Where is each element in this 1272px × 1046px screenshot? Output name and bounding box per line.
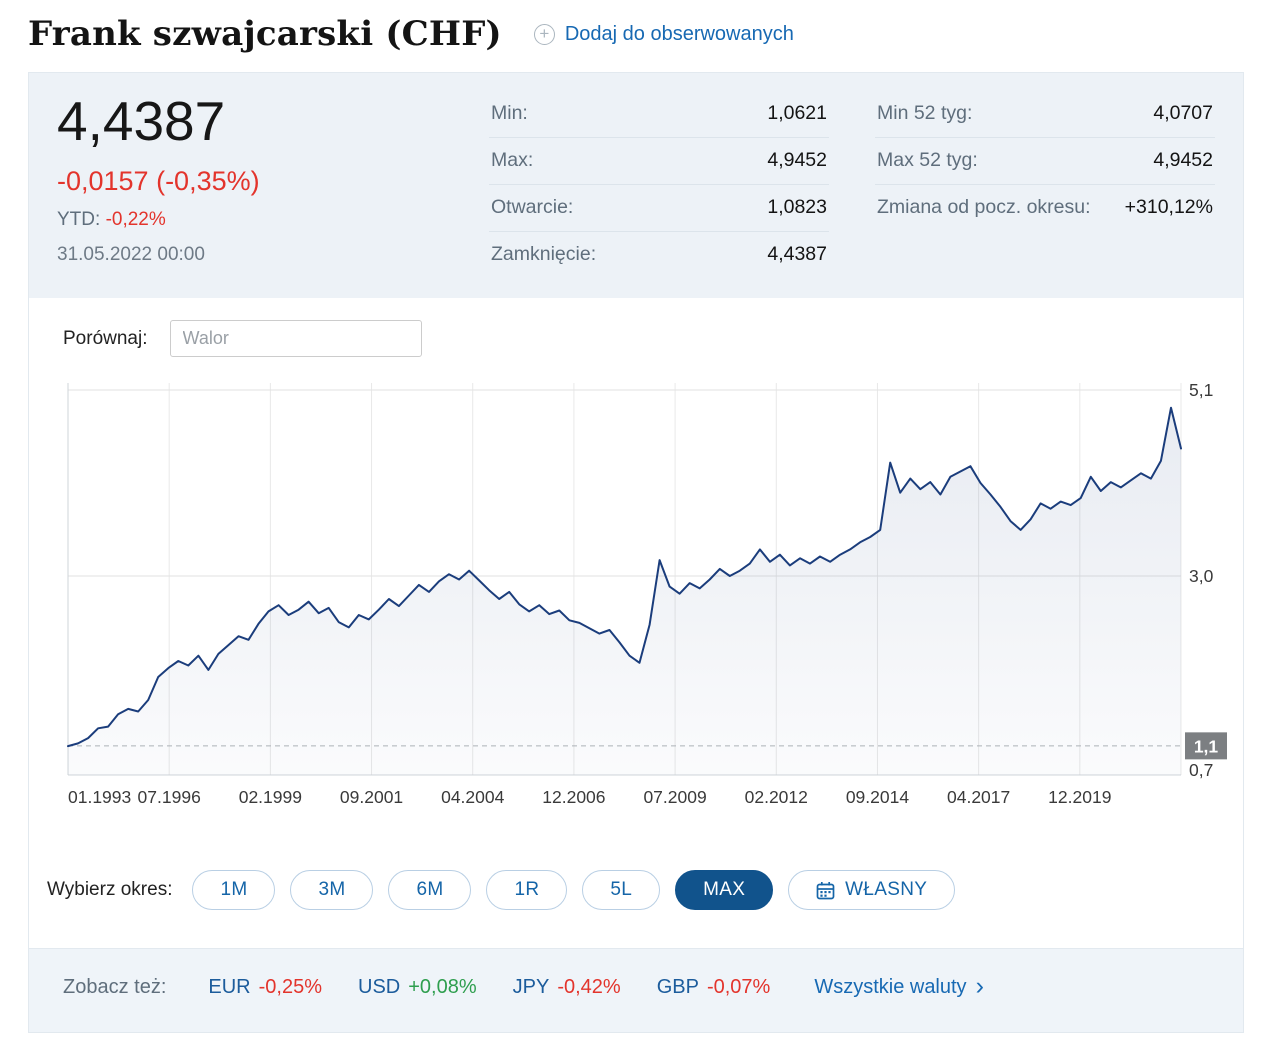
stat-label: Max: bbox=[491, 149, 534, 171]
currency-link-eur[interactable]: EUR bbox=[208, 976, 251, 998]
x-tick-label: 07.1996 bbox=[138, 787, 201, 807]
currency-change: -0,42% bbox=[557, 976, 621, 998]
period-button-6m[interactable]: 6M bbox=[388, 870, 472, 910]
period-label: WŁASNY bbox=[845, 879, 928, 900]
quote-timestamp: 31.05.2022 00:00 bbox=[57, 243, 205, 265]
x-tick-label: 07.2009 bbox=[643, 787, 706, 807]
currency-item: GBP -0,07% bbox=[657, 976, 771, 999]
stat-label: Otwarcie: bbox=[491, 196, 574, 218]
quote-card: 4,4387 -0,0157 (-0,35%) YTD: -0,22% 31.0… bbox=[28, 72, 1244, 1033]
quote-panel: 4,4387 -0,0157 (-0,35%) YTD: -0,22% 31.0… bbox=[29, 73, 1243, 298]
related-currencies-bar: Zobacz też: EUR -0,25% USD +0,08% JPY -0,42% G… bbox=[29, 948, 1243, 1032]
ytd-label: YTD: bbox=[57, 208, 101, 230]
period-button-1m[interactable]: 1M bbox=[192, 870, 276, 910]
current-level-badge bbox=[1185, 732, 1227, 760]
period-button-3m[interactable]: 3M bbox=[290, 870, 374, 910]
x-tick-label: 04.2004 bbox=[441, 787, 505, 807]
x-tick-label: 12.2006 bbox=[542, 787, 605, 807]
currency-change: -0,25% bbox=[258, 976, 322, 998]
stat-value: 4,4387 bbox=[767, 243, 827, 265]
period-label: MAX bbox=[703, 879, 746, 900]
page-title: Frank szwajcarski (CHF) bbox=[28, 14, 502, 54]
stat-row: Min: 1,0621 bbox=[489, 91, 829, 138]
period-label: 1M bbox=[220, 879, 248, 900]
stat-label: Zmiana od pocz. okresu: bbox=[877, 196, 1091, 218]
currency-link-gbp[interactable]: GBP bbox=[656, 976, 699, 998]
add-to-watchlist-link[interactable]: Dodaj do obserwowanych bbox=[533, 22, 794, 46]
compare-row: Porównaj: bbox=[63, 320, 1243, 357]
stat-row: Max 52 tyg: 4,9452 bbox=[875, 138, 1215, 185]
compare-label: Porównaj: bbox=[63, 327, 148, 349]
stat-row: Zmiana od pocz. okresu: +310,12% bbox=[875, 185, 1215, 231]
chevron-right-icon: › bbox=[975, 971, 984, 1000]
period-selector: 1M 3M 6M 1R 5L MAX WŁASNY bbox=[192, 870, 956, 910]
watch-link-label: Dodaj do obserwowanych bbox=[564, 22, 794, 45]
ytd-row: YTD: -0,22% bbox=[57, 209, 489, 231]
currency-change: -0,07% bbox=[706, 976, 771, 998]
currency-change: +0,08% bbox=[408, 976, 477, 998]
chart-canvas: 5,1 3,0 1,1 0,7 01.1993 07.1996 02.1999 09.2001… bbox=[67, 380, 1227, 807]
currency-link-jpy[interactable]: JPY bbox=[512, 976, 550, 998]
stat-label: Max 52 tyg: bbox=[877, 149, 978, 171]
stat-value: 4,9452 bbox=[767, 149, 827, 171]
y-tick-label: 0,7 bbox=[1189, 760, 1213, 780]
stat-label: Min 52 tyg: bbox=[877, 102, 973, 124]
plus-circle-icon bbox=[533, 23, 555, 45]
stats-table-right: Min 52 tyg: 4,0707 Max 52 tyg: 4,9452 Zmiana… bbox=[875, 89, 1215, 278]
chart-section: Porównaj: 5,1 3,0 1,1 0,7 01.1993 07.1996 02.1… bbox=[29, 298, 1243, 948]
period-button-max[interactable]: MAX bbox=[675, 870, 774, 910]
period-button-wlasny[interactable]: WŁASNY bbox=[788, 870, 956, 910]
period-label: 3M bbox=[318, 879, 346, 900]
x-tick-label: 01.1993 bbox=[68, 787, 131, 807]
price-change: -0,0157 (-0,35%) bbox=[57, 165, 260, 196]
stat-value: 1,0621 bbox=[767, 102, 827, 124]
price-area bbox=[68, 407, 1181, 775]
currency-link-usd[interactable]: USD bbox=[358, 976, 401, 998]
x-tick-label: 04.2017 bbox=[947, 787, 1010, 807]
stat-value: 1,0823 bbox=[767, 196, 827, 218]
stat-value: 4,0707 bbox=[1153, 102, 1213, 124]
currency-item: JPY -0,42% bbox=[513, 976, 621, 999]
price-block: 4,4387 -0,0157 (-0,35%) YTD: -0,22% 31.0… bbox=[57, 89, 489, 278]
all-currencies-link[interactable]: Wszystkie waluty › bbox=[814, 971, 984, 1000]
period-button-1r[interactable]: 1R bbox=[486, 870, 568, 910]
see-also-label: Zobacz też: bbox=[63, 976, 167, 998]
currency-item: USD +0,08% bbox=[358, 976, 477, 999]
x-tick-label: 02.2012 bbox=[745, 787, 808, 807]
calendar-icon bbox=[816, 881, 835, 900]
stat-label: Zamknięcie: bbox=[491, 243, 597, 265]
period-button-5l[interactable]: 5L bbox=[582, 870, 661, 910]
stat-row: Max: 4,9452 bbox=[489, 138, 829, 185]
periods-row: Wybierz okres: 1M 3M 6M 1R 5L MAX WŁASNY bbox=[47, 870, 1243, 910]
price-chart[interactable]: 5,1 3,0 1,1 0,7 01.1993 07.1996 02.1999 09.2001… bbox=[29, 380, 1243, 824]
period-selector-label: Wybierz okres: bbox=[47, 879, 173, 900]
period-label: 6M bbox=[416, 879, 444, 900]
y-tick-label: 3,0 bbox=[1189, 566, 1214, 586]
period-label: 1R bbox=[514, 879, 540, 900]
all-currencies-label: Wszystkie waluty bbox=[814, 976, 967, 998]
compare-input[interactable] bbox=[169, 320, 422, 357]
price-line bbox=[67, 406, 1182, 748]
currency-item: EUR -0,25% bbox=[208, 976, 322, 999]
period-label: 5L bbox=[610, 879, 633, 900]
stat-row: Min 52 tyg: 4,0707 bbox=[875, 91, 1215, 138]
y-tick-label: 5,1 bbox=[1189, 383, 1213, 400]
currency-links: EUR -0,25% USD +0,08% JPY -0,42% GBP -0,07% bbox=[208, 976, 770, 999]
x-tick-label: 09.2001 bbox=[340, 787, 403, 807]
current-level-label: 1,1 bbox=[1194, 736, 1219, 756]
ytd-value: -0,22% bbox=[105, 208, 166, 230]
x-tick-label: 02.1999 bbox=[239, 787, 302, 807]
stats-table-left: Min: 1,0621 Max: 4,9452 Otwarcie: 1,0823 Zamkn… bbox=[489, 89, 829, 278]
stat-row: Otwarcie: 1,0823 bbox=[489, 185, 829, 232]
stat-label: Min: bbox=[491, 102, 528, 124]
current-price: 4,4387 bbox=[57, 90, 226, 152]
x-tick-label: 09.2014 bbox=[846, 787, 910, 807]
stat-value: +310,12% bbox=[1124, 196, 1213, 218]
stat-value: 4,9452 bbox=[1153, 149, 1213, 171]
stat-row: Zamknięcie: 4,4387 bbox=[489, 232, 829, 278]
x-tick-label: 12.2019 bbox=[1048, 787, 1111, 807]
page-header: Frank szwajcarski (CHF) Dodaj do obserwo… bbox=[0, 0, 1272, 72]
